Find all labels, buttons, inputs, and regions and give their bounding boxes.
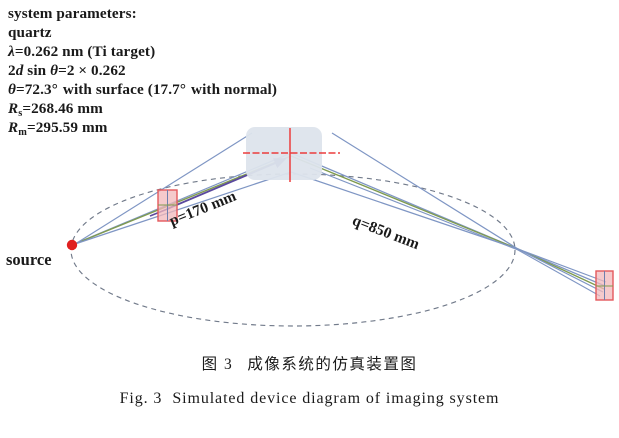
figure-caption: 图 3 成像系统的仿真装置图 Fig. 3 Simulated device dia…: [0, 352, 619, 408]
theta-symbol: θ: [8, 81, 16, 98]
rs-value-text: =268.46 mm: [22, 100, 103, 117]
crystal-block-group[interactable]: [243, 127, 340, 182]
ray-blue-upper-out: [290, 152, 606, 287]
rs-symbol: R: [8, 100, 19, 117]
bragg-d-symbol: d: [15, 62, 24, 79]
param-angle: θ=72.3° with surface (17.7° with normal): [8, 80, 408, 99]
theta-normal-text: with normal): [191, 81, 278, 98]
source-point-icon[interactable]: [66, 239, 78, 251]
bragg-sin-text: sin: [23, 62, 51, 79]
left-detector[interactable]: [157, 189, 178, 222]
theta-value-text: =72.3°: [15, 81, 58, 98]
caption-cn-prefix: 图 3: [201, 356, 234, 373]
ray-blue-edge-out: [331, 132, 607, 283]
caption-chinese: 图 3 成像系统的仿真装置图: [0, 352, 619, 376]
param-bragg: 2d sin θ=2 × 0.262: [8, 61, 408, 80]
param-rm: Rm=295.59 mm: [8, 118, 408, 138]
bragg-theta-symbol: θ: [50, 62, 59, 79]
lambda-symbol: λ: [8, 43, 15, 60]
param-heading-text: system parameters:: [8, 5, 137, 22]
system-parameters-block: system parameters: quartz λ=0.262 nm (Ti…: [8, 4, 408, 138]
rm-symbol: R: [8, 119, 19, 136]
caption-en-text: Simulated device diagram of imaging syst…: [172, 390, 500, 407]
rm-value-text: =295.59 mm: [26, 119, 108, 136]
rs-subscript: s: [18, 107, 23, 119]
optical-layout-diagram: [66, 127, 614, 327]
bragg-value-text: =2 × 0.262: [58, 62, 126, 79]
param-material: quartz: [8, 23, 408, 42]
param-material-text: quartz: [8, 24, 52, 41]
rm-subscript: m: [18, 126, 27, 138]
right-detector[interactable]: [595, 270, 614, 301]
ray-blue-lower-in: [71, 171, 292, 246]
ray-blue-lower-out: [290, 171, 604, 293]
caption-english: Fig. 3 Simulated device diagram of imagin…: [0, 376, 619, 408]
theta-surface-text: with surface (17.7°: [62, 81, 187, 98]
caption-cn-text: 成像系统的仿真装置图: [247, 356, 418, 373]
ray-bundle-image-side: [290, 132, 607, 297]
param-wavelength-text: =0.262 nm (Ti target): [14, 43, 156, 60]
ray-blue-extra-out: [309, 167, 601, 297]
param-heading: system parameters:: [8, 4, 408, 23]
param-wavelength: λ=0.262 nm (Ti target): [8, 42, 408, 61]
rowland-ellipse: [70, 173, 516, 327]
param-rs: Rs=268.46 mm: [8, 99, 408, 119]
caption-en-prefix: Fig. 3: [119, 390, 163, 407]
source-label: source: [6, 250, 52, 269]
bragg-prefix: 2: [8, 62, 16, 79]
